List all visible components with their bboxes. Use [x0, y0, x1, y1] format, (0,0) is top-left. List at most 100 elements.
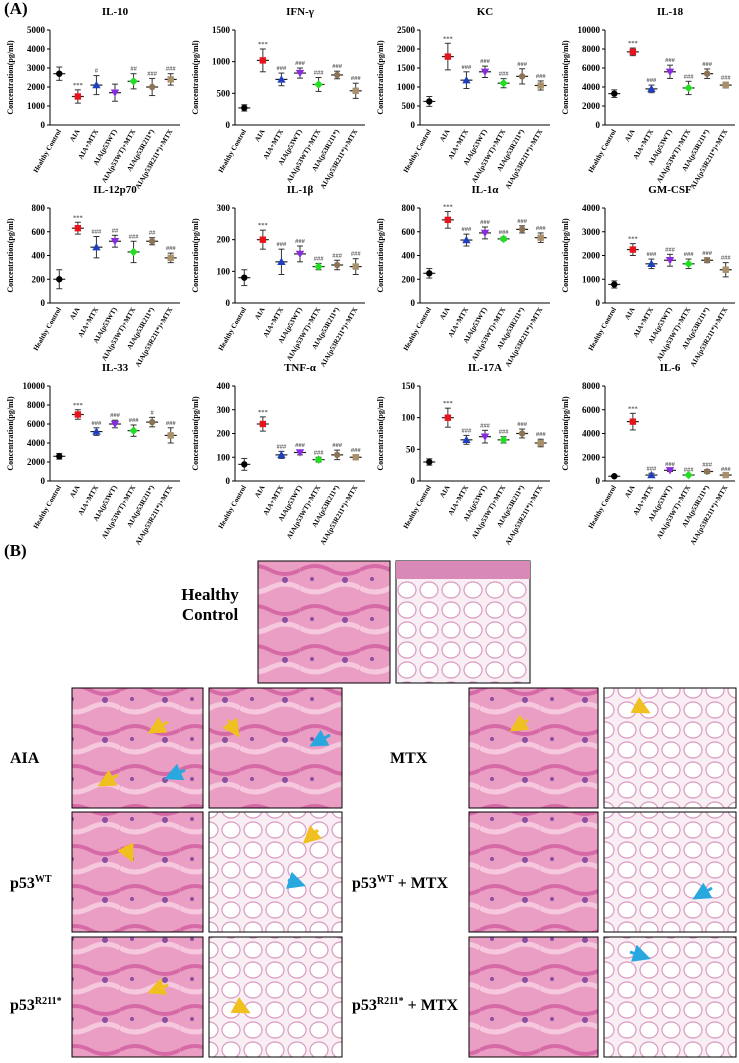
significance-label: ### [517, 421, 528, 428]
mean-marker [129, 77, 138, 86]
y-tick-label: 1500 [212, 25, 231, 35]
y-tick-label: 0 [596, 120, 601, 130]
group-label: p53R211* + MTX [352, 996, 458, 1014]
mean-marker [148, 238, 156, 245]
y-tick-label: 300 [217, 203, 231, 213]
histology-image [603, 936, 737, 1058]
mean-marker [647, 259, 656, 268]
significance-label: ### [499, 429, 510, 436]
y-tick-label: 0 [411, 476, 416, 486]
y-tick-label: 2000 [582, 452, 601, 462]
y-tick-label: 0 [226, 298, 231, 308]
mean-marker [518, 430, 526, 437]
y-axis-label: Concentration(pg/ml) [561, 218, 570, 293]
mean-marker [352, 454, 359, 461]
y-axis-label: Concentration(pg/ml) [6, 40, 15, 115]
mean-marker [665, 257, 675, 265]
y-tick-label: 4000 [27, 44, 46, 54]
group-label-sup: R211* [35, 996, 62, 1007]
y-tick-label: 1000 [397, 82, 416, 92]
mean-marker [295, 69, 305, 78]
x-tick-label: Healthy Control [402, 484, 433, 530]
x-tick-label: Healthy Control [32, 128, 63, 174]
significance-label: ### [647, 251, 658, 258]
mean-marker [129, 247, 138, 257]
chart-title: GM-CSF [648, 184, 692, 196]
mean-marker [259, 236, 267, 243]
mean-marker [241, 274, 248, 281]
significance-label: ### [332, 63, 343, 70]
group-label-suffix: + MTX [404, 997, 459, 1014]
x-tick-label: AIA [253, 484, 266, 499]
y-tick-label: 0 [226, 476, 231, 486]
mean-marker [56, 453, 63, 460]
significance-label: ### [499, 229, 510, 236]
y-tick-label: 1000 [27, 101, 46, 111]
x-tick-label: AIA [438, 128, 451, 143]
mean-marker [56, 70, 63, 77]
mean-marker [426, 270, 433, 277]
y-axis-label: Concentration(pg/ml) [191, 218, 200, 293]
mean-marker [462, 75, 471, 84]
chart-title: TNF-α [284, 362, 317, 374]
chart-title: IL-12p70 [93, 184, 137, 196]
group-label-base: AIA [10, 750, 40, 767]
mean-marker [92, 242, 101, 251]
y-tick-label: 600 [402, 227, 416, 237]
significance-label: ### [166, 66, 177, 73]
significance-label: ### [517, 218, 528, 225]
y-tick-label: 50 [406, 444, 416, 454]
mean-marker [703, 70, 711, 77]
y-tick-label: 4000 [582, 203, 601, 213]
mean-marker [333, 71, 341, 79]
y-tick-label: 0 [41, 476, 46, 486]
chart-title: IL-17A [468, 362, 502, 374]
y-tick-label: 200 [217, 235, 231, 245]
y-tick-label: 0 [41, 298, 46, 308]
significance-label: # [151, 409, 155, 416]
significance-label: ### [536, 73, 547, 80]
significance-label: ### [721, 466, 732, 473]
arrow [117, 842, 134, 863]
x-tick-label: AIA [623, 484, 636, 499]
y-tick-label: 4000 [27, 438, 46, 448]
significance-label: *** [258, 409, 268, 416]
significance-label: ### [684, 251, 695, 258]
significance-label: # [95, 68, 99, 75]
significance-label: ### [314, 70, 325, 77]
significance-label: ### [92, 420, 103, 427]
chart-title: IL-10 [102, 6, 129, 18]
panel-label: (A) [4, 0, 28, 18]
significance-label: ### [480, 422, 491, 429]
y-axis-label: Concentration(pg/ml) [376, 218, 385, 293]
significance-label: ### [647, 77, 658, 84]
y-tick-label: 1000 [212, 57, 231, 67]
mean-marker [167, 254, 174, 262]
x-tick-label: AIA [68, 128, 81, 143]
arrow [164, 763, 186, 781]
mean-marker [665, 467, 675, 475]
group-label-base: p53 [10, 997, 35, 1014]
mean-marker [167, 432, 174, 439]
mean-marker [110, 238, 120, 246]
mean-marker [314, 262, 323, 271]
y-tick-label: 600 [32, 227, 46, 237]
y-tick-label: 1500 [397, 63, 416, 73]
chart-title: IL-1β [287, 184, 314, 196]
histology-image [468, 687, 599, 809]
y-tick-label: 0 [596, 476, 601, 486]
arrow [222, 717, 240, 738]
x-tick-label: AIA [68, 484, 81, 499]
mean-marker [277, 75, 286, 83]
mean-marker [148, 418, 156, 426]
y-tick-label: 3000 [27, 63, 46, 73]
significance-label: ## [130, 66, 137, 73]
group-label-base: p53 [352, 875, 377, 892]
mean-marker [110, 420, 120, 429]
histology-image [603, 687, 737, 809]
y-tick-label: 1000 [582, 274, 601, 284]
y-tick-label: 3000 [582, 227, 601, 237]
x-tick-label: AIA [253, 306, 266, 321]
significance-label: *** [443, 400, 453, 407]
